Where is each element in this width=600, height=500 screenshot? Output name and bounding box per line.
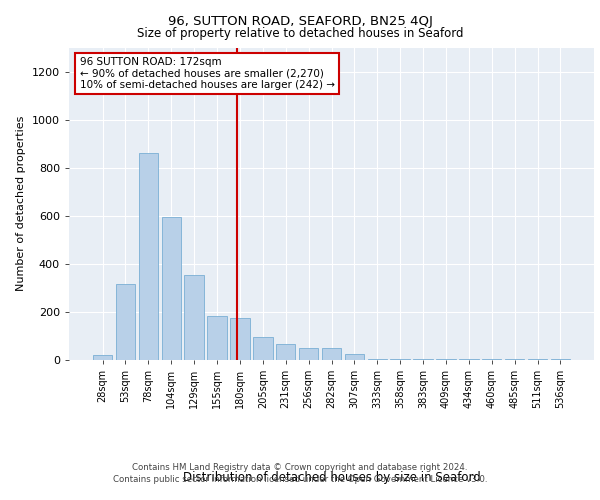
Bar [116, 284, 135, 360]
Bar [93, 355, 112, 360]
X-axis label: Distribution of detached houses by size in Seaford: Distribution of detached houses by size … [182, 471, 481, 484]
Bar [551, 359, 570, 360]
Bar [459, 359, 479, 360]
Bar [276, 344, 295, 360]
Bar [139, 154, 158, 360]
Bar [391, 359, 410, 360]
Text: Size of property relative to detached houses in Seaford: Size of property relative to detached ho… [137, 28, 463, 40]
Bar [322, 348, 341, 360]
Bar [528, 359, 547, 360]
Bar [208, 316, 227, 360]
Bar [505, 359, 524, 360]
Bar [368, 359, 387, 360]
Text: Contains HM Land Registry data © Crown copyright and database right 2024.: Contains HM Land Registry data © Crown c… [132, 464, 468, 472]
Bar [413, 359, 433, 360]
Bar [230, 318, 250, 360]
Bar [482, 359, 502, 360]
Bar [299, 348, 319, 360]
Bar [344, 354, 364, 360]
Bar [253, 337, 272, 360]
Text: 96 SUTTON ROAD: 172sqm
← 90% of detached houses are smaller (2,270)
10% of semi-: 96 SUTTON ROAD: 172sqm ← 90% of detached… [79, 57, 335, 90]
Bar [436, 359, 455, 360]
Text: 96, SUTTON ROAD, SEAFORD, BN25 4QJ: 96, SUTTON ROAD, SEAFORD, BN25 4QJ [167, 15, 433, 28]
Text: Contains public sector information licensed under the Open Government Licence v3: Contains public sector information licen… [113, 474, 487, 484]
Y-axis label: Number of detached properties: Number of detached properties [16, 116, 26, 292]
Bar [184, 274, 204, 360]
Bar [161, 217, 181, 360]
